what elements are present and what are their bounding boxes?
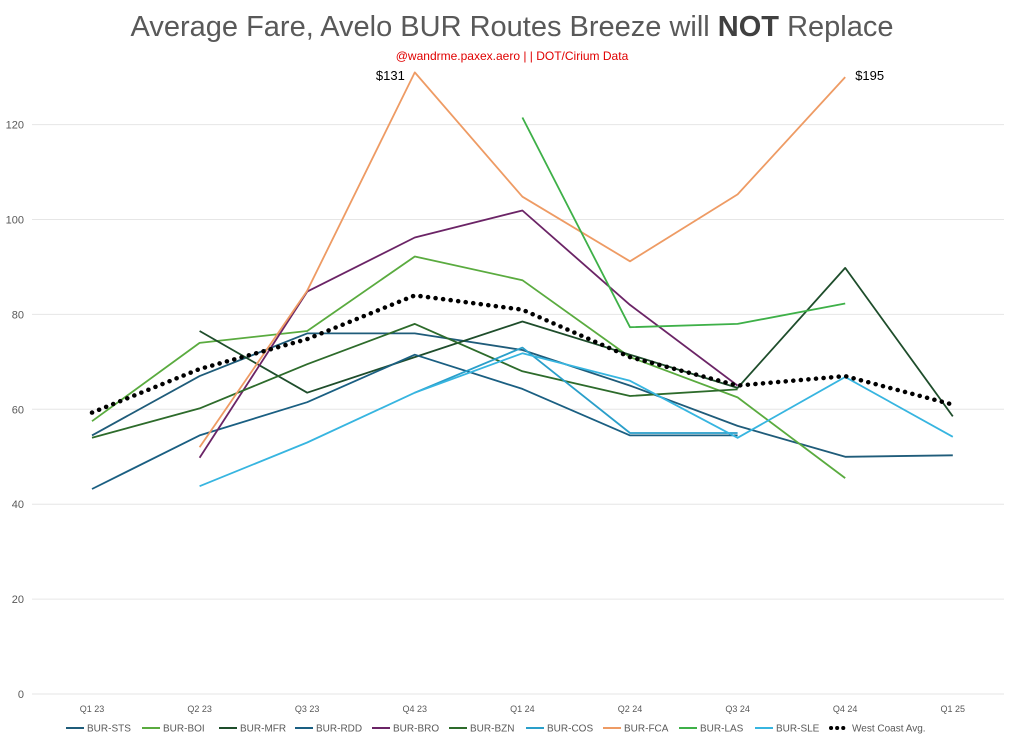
y-tick-label: 80 bbox=[12, 309, 24, 321]
series-line-bur-bzn bbox=[91, 323, 738, 439]
y-tick-label: 100 bbox=[6, 215, 24, 227]
chart-title-emphasis: NOT bbox=[718, 11, 780, 43]
legend-label: BUR-SLE bbox=[776, 724, 820, 735]
x-tick-label: Q4 23 bbox=[403, 704, 428, 714]
series-line-bur-mfr bbox=[199, 267, 954, 417]
gridlines bbox=[32, 124, 1004, 695]
x-tick-label: Q2 23 bbox=[187, 704, 212, 714]
x-tick-label: Q4 24 bbox=[833, 704, 858, 714]
legend-label: BUR-BRO bbox=[393, 724, 439, 735]
y-tick-label: 0 bbox=[18, 689, 24, 701]
series-line-bur-fca bbox=[198, 71, 846, 448]
chart-subtitle: @wandrme.paxex.aero | | DOT/Cirium Data bbox=[396, 49, 629, 63]
legend-item-bur-sts: BUR-STS bbox=[66, 724, 131, 735]
annotation-label: $195 bbox=[855, 68, 884, 83]
x-tick-label: Q1 25 bbox=[941, 704, 966, 714]
legend-item-bur-sle: BUR-SLE bbox=[755, 724, 820, 735]
y-tick-label: 120 bbox=[6, 120, 24, 132]
x-axis-ticks: Q1 23 Q2 23 Q3 23 Q4 23 Q1 24 Q2 24 Q3 24 Q4 24… bbox=[80, 704, 965, 714]
series-line-west-coast-avg bbox=[89, 293, 956, 415]
legend-label: West Coast Avg. bbox=[852, 724, 926, 735]
legend-item-west-coast-avg: West Coast Avg. bbox=[829, 724, 926, 735]
x-tick-label: Q1 24 bbox=[510, 704, 535, 714]
series-line-bur-sle bbox=[199, 352, 954, 488]
x-tick-label: Q3 23 bbox=[295, 704, 320, 714]
series-line-bur-las bbox=[521, 117, 846, 329]
legend-label: BUR-COS bbox=[547, 724, 593, 735]
y-tick-label: 40 bbox=[12, 499, 24, 511]
legend-item-bur-mfr: BUR-MFR bbox=[219, 724, 286, 735]
legend-item-bur-rdd: BUR-RDD bbox=[295, 724, 362, 735]
x-tick-label: Q2 24 bbox=[618, 704, 643, 714]
series-line-bur-sts bbox=[91, 332, 953, 458]
chart-title: Average Fare, Avelo BUR Routes Breeze wi… bbox=[131, 11, 894, 43]
legend-label: BUR-FCA bbox=[624, 724, 669, 735]
x-tick-label: Q1 23 bbox=[80, 704, 105, 714]
legend-label: BUR-BZN bbox=[470, 724, 514, 735]
series-line-bur-cos bbox=[414, 346, 738, 434]
legend-label: BUR-STS bbox=[87, 724, 131, 735]
legend-label: BUR-MFR bbox=[240, 724, 286, 735]
y-tick-label: 60 bbox=[12, 404, 24, 416]
legend-label: BUR-LAS bbox=[700, 724, 744, 735]
legend-item-bur-bzn: BUR-BZN bbox=[449, 724, 514, 735]
series-line-bur-bro bbox=[198, 209, 739, 459]
legend-item-bur-cos: BUR-COS bbox=[526, 724, 593, 735]
annotation-label: $131 bbox=[376, 68, 405, 83]
annotations: $131 $195 bbox=[376, 68, 884, 83]
series-lines bbox=[89, 71, 956, 490]
y-axis-ticks: 0 20 40 60 80 100 120 bbox=[6, 120, 24, 701]
legend: BUR-STS BUR-BOI BUR-MFR BUR-RDD BUR-BRO BUR-B… bbox=[66, 724, 926, 735]
series-line-bur-rdd bbox=[91, 353, 738, 490]
legend-item-bur-fca: BUR-FCA bbox=[603, 724, 669, 735]
x-tick-label: Q3 24 bbox=[725, 704, 750, 714]
legend-item-bur-boi: BUR-BOI bbox=[142, 724, 205, 735]
legend-item-bur-bro: BUR-BRO bbox=[372, 724, 439, 735]
legend-item-bur-las: BUR-LAS bbox=[679, 724, 744, 735]
y-tick-label: 20 bbox=[12, 594, 24, 606]
legend-label: BUR-BOI bbox=[163, 724, 205, 735]
legend-label: BUR-RDD bbox=[316, 724, 362, 735]
